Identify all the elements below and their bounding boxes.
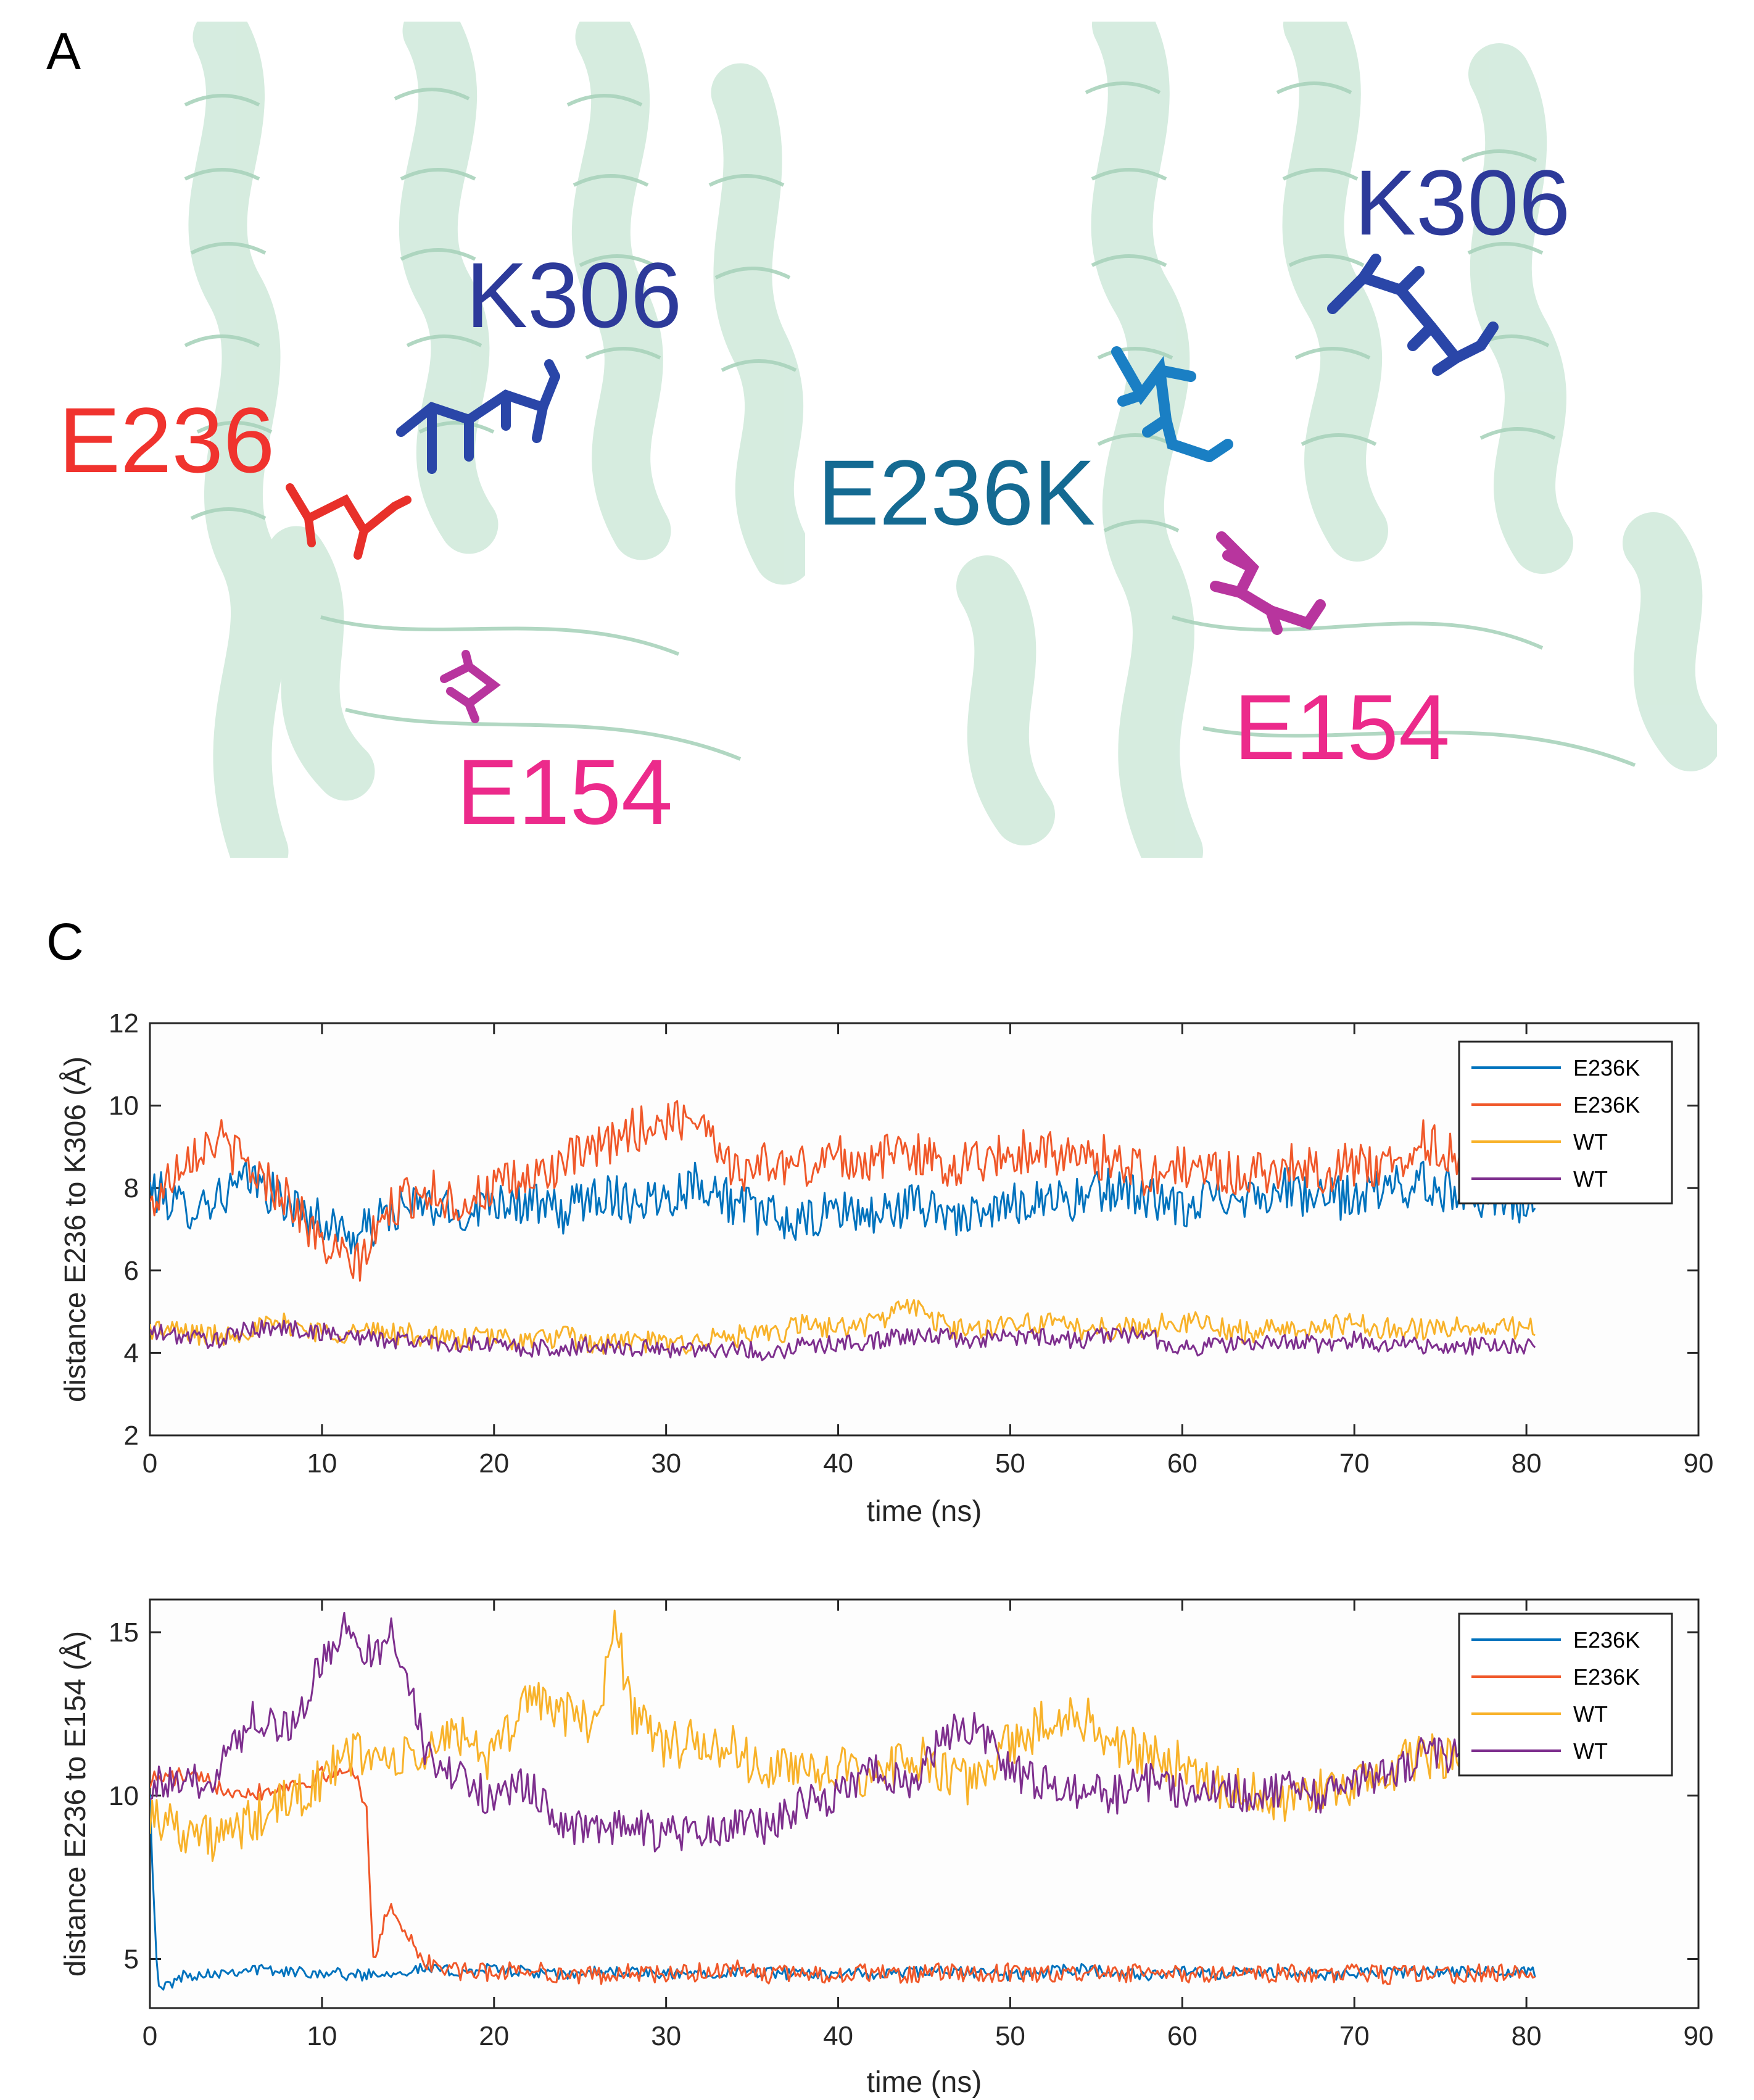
residue-e154-b-sticks xyxy=(1210,531,1326,635)
series-lines-1 xyxy=(150,1100,1536,1361)
series-line-e236k-2 xyxy=(150,1100,1536,1282)
residue-e236-sticks xyxy=(286,483,412,560)
x-tick-label: 80 xyxy=(1512,1448,1542,1479)
chart-e236-e154: 5 10 15 0 10 20 30 40 50 60 70 80 90 time (ns) dist… xyxy=(59,1598,1714,2099)
series-lines-2 xyxy=(150,1609,1536,1991)
panel-a-letter: A xyxy=(46,22,81,80)
x-tick-label: 0 xyxy=(143,2021,157,2051)
x-tick-label: 80 xyxy=(1512,2021,1542,2051)
x-tick-label: 10 xyxy=(307,1448,337,1479)
y-tick-label: 2 xyxy=(124,1421,139,1451)
y-axis-label-2: distance E236 to E154 (Å) xyxy=(59,1631,92,1977)
series-line-wt-4 xyxy=(150,1319,1536,1361)
y-tick-label: 5 xyxy=(124,1944,139,1975)
x-tick-label: 70 xyxy=(1339,2021,1370,2051)
y-ticks-2: 5 10 15 xyxy=(109,1617,1698,1975)
label-k306-b: K306 xyxy=(1354,151,1570,254)
legend-label: E236K xyxy=(1573,1055,1640,1081)
plot-area-1 xyxy=(149,1022,1700,1437)
x-axis-label-1: time (ns) xyxy=(867,1495,982,1528)
x-ticks-1: 0 10 20 30 40 50 60 70 80 90 xyxy=(143,1023,1714,1479)
residue-k306-b-sticks xyxy=(1327,254,1499,376)
x-tick-label: 60 xyxy=(1167,1448,1198,1479)
x-tick-label: 20 xyxy=(479,1448,509,1479)
residue-e154-sticks xyxy=(440,650,501,723)
y-tick-label: 8 xyxy=(124,1173,139,1203)
legend-label: E236K xyxy=(1573,1627,1640,1653)
x-tick-label: 50 xyxy=(995,2021,1025,2051)
series-line-e236k-2 xyxy=(150,1763,1536,1985)
x-tick-label: 10 xyxy=(307,2021,337,2051)
legend-2: E236K E236K WT WT xyxy=(1458,1612,1673,1777)
x-ticks-2: 0 10 20 30 40 50 60 70 80 90 xyxy=(143,1600,1714,2051)
label-e154-b: E154 xyxy=(1234,675,1450,779)
y-tick-label: 10 xyxy=(109,1781,139,1811)
x-tick-label: 90 xyxy=(1684,1448,1714,1479)
legend-label: WT xyxy=(1573,1738,1608,1764)
x-tick-label: 50 xyxy=(995,1448,1025,1479)
panel-a: A xyxy=(46,22,805,858)
legend-label: WT xyxy=(1573,1166,1608,1192)
y-tick-label: 10 xyxy=(109,1091,139,1121)
legend-label: WT xyxy=(1573,1701,1608,1727)
x-tick-label: 90 xyxy=(1684,2021,1714,2051)
y-axis-label-1: distance E236 to K306 (Å) xyxy=(59,1056,92,1402)
y-tick-label: 4 xyxy=(124,1338,139,1368)
label-e236k-b: E236K xyxy=(817,441,1095,544)
panel-c-letter: C xyxy=(46,913,84,971)
x-tick-label: 40 xyxy=(823,1448,853,1479)
label-e236-a: E236 xyxy=(59,388,275,492)
legend-1: E236K E236K WT WT xyxy=(1458,1040,1673,1205)
x-tick-label: 60 xyxy=(1167,2021,1198,2051)
y-tick-label: 15 xyxy=(109,1617,139,1648)
x-tick-label: 20 xyxy=(479,2021,509,2051)
legend-label: WT xyxy=(1573,1129,1608,1155)
residue-e236k-sticks xyxy=(1111,346,1233,462)
residue-k306-sticks xyxy=(396,359,560,474)
y-tick-label: 12 xyxy=(109,1008,139,1039)
x-tick-label: 0 xyxy=(143,1448,157,1479)
label-e154-a: E154 xyxy=(457,740,672,844)
legend-label: E236K xyxy=(1573,1664,1640,1690)
protein-cartoon-b xyxy=(805,22,1717,858)
series-line-wt-3 xyxy=(150,1298,1536,1355)
y-tick-label: 6 xyxy=(124,1256,139,1286)
x-axis-label-2: time (ns) xyxy=(867,2066,982,2099)
label-k306-a: K306 xyxy=(466,243,682,347)
panel-b: B xyxy=(805,22,1717,858)
x-tick-label: 40 xyxy=(823,2021,853,2051)
legend-label: E236K xyxy=(1573,1092,1640,1118)
x-tick-label: 30 xyxy=(651,1448,681,1479)
x-tick-label: 30 xyxy=(651,2021,681,2051)
chart-e236-k306: 2 4 6 8 10 12 0 10 20 30 40 50 60 70 80 90 time (ns) d… xyxy=(59,1008,1713,1528)
x-tick-label: 70 xyxy=(1339,1448,1370,1479)
series-line-wt-4 xyxy=(150,1611,1536,1853)
series-line-e236k-1 xyxy=(150,1160,1536,1255)
